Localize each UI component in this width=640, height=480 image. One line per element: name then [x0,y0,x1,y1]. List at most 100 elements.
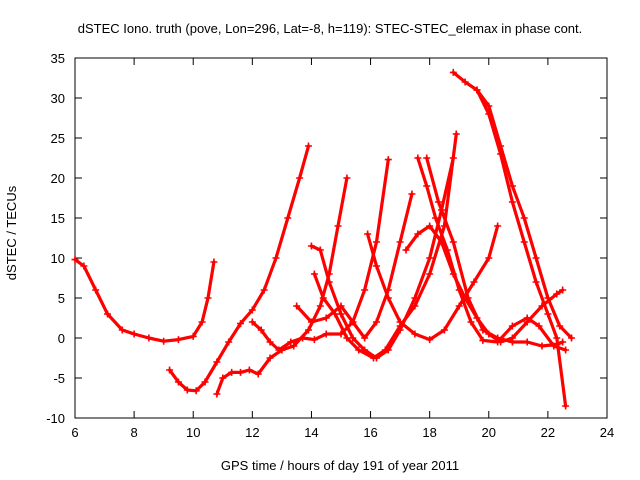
plot-border [74,57,608,419]
data-point [145,334,153,342]
data-point [355,346,363,354]
data-point [485,330,493,338]
data-point [485,254,493,262]
axis-ticks: 6 8 10 12 14 16 18 20 22 24 -10 -5 0 5 10 15 20 25 30 35 [46,51,614,440]
plot-frame [74,57,608,419]
data-point [266,354,274,362]
x-tick-label: 10 [186,425,200,440]
data-point [411,302,419,310]
data-point [174,378,182,386]
data-point [322,330,330,338]
data-point [485,102,493,110]
data-point [449,68,457,76]
data-point [562,402,570,410]
data-point [479,336,487,344]
y-tick-label: 5 [58,291,65,306]
y-axis-label: dSTEC / TECUs [4,185,19,280]
data-point [508,182,516,190]
data-point [544,310,552,318]
series-line [312,132,458,360]
data-point [343,334,351,342]
data-point [364,230,372,238]
data-point [192,387,200,395]
x-tick-label: 22 [541,425,555,440]
x-tick-label: 8 [130,425,137,440]
data-point [201,378,209,386]
series-arc-13 [473,86,576,342]
y-tick-label: 15 [51,211,65,226]
x-tick-label: 16 [363,425,377,440]
data-point [508,322,516,330]
data-point [535,322,543,330]
data-point [384,156,392,164]
data-point [423,182,431,190]
series-line [404,224,565,344]
series-arc-1 [71,256,218,345]
x-tick-label: 12 [245,425,259,440]
data-point [455,302,463,310]
data-point [198,318,206,326]
data-point [361,334,369,342]
data-point [254,370,262,378]
data-point [384,294,392,302]
x-tick-label: 24 [600,425,614,440]
x-tick-label: 6 [71,425,78,440]
y-tick-label: 30 [51,91,65,106]
data-point [426,336,434,344]
data-point [275,346,283,354]
data-point [304,326,312,334]
data-point [411,330,419,338]
data-point [237,368,245,376]
y-tick-label: -10 [46,411,65,426]
data-point [532,278,540,286]
data-point [461,78,469,86]
data-point [556,322,564,330]
data-point [310,270,318,278]
data-point [204,294,212,302]
data-point [337,310,345,318]
data-point [497,142,505,150]
data-point [508,198,516,206]
data-point [467,318,475,326]
data-point [414,230,422,238]
data-point [426,222,434,230]
data-point [104,310,112,318]
series-line [295,192,414,340]
y-tick-label: 35 [51,51,65,66]
x-axis-label: GPS time / hours of day 191 of year 2011 [221,458,459,473]
data-point [299,334,307,342]
data-point [284,214,292,222]
data-point [553,290,561,298]
series-arc-8 [364,222,502,344]
data-point [92,286,100,294]
data-point [520,214,528,222]
data-point [423,154,431,162]
data-point [174,336,182,344]
y-tick-label: 25 [51,131,65,146]
data-point [381,346,389,354]
data-point [80,262,88,270]
data-point [260,286,268,294]
data-point [219,374,227,382]
data-point [538,342,546,350]
data-point [245,366,253,374]
data-point [544,294,552,302]
data-point [213,390,221,398]
data-point [523,338,531,346]
data-point [248,318,256,326]
data-point [461,294,469,302]
data-point [470,278,478,286]
data-point [210,258,218,266]
data-point [160,337,168,345]
data-point [435,198,443,206]
data-point [440,326,448,334]
data-point [372,262,380,270]
data-point [307,318,315,326]
data-point [331,310,339,318]
data-point [228,368,236,376]
data-point [248,306,256,314]
data-point [213,358,221,366]
x-tick-label: 18 [422,425,436,440]
data-point [349,318,357,326]
data-point [189,332,197,340]
